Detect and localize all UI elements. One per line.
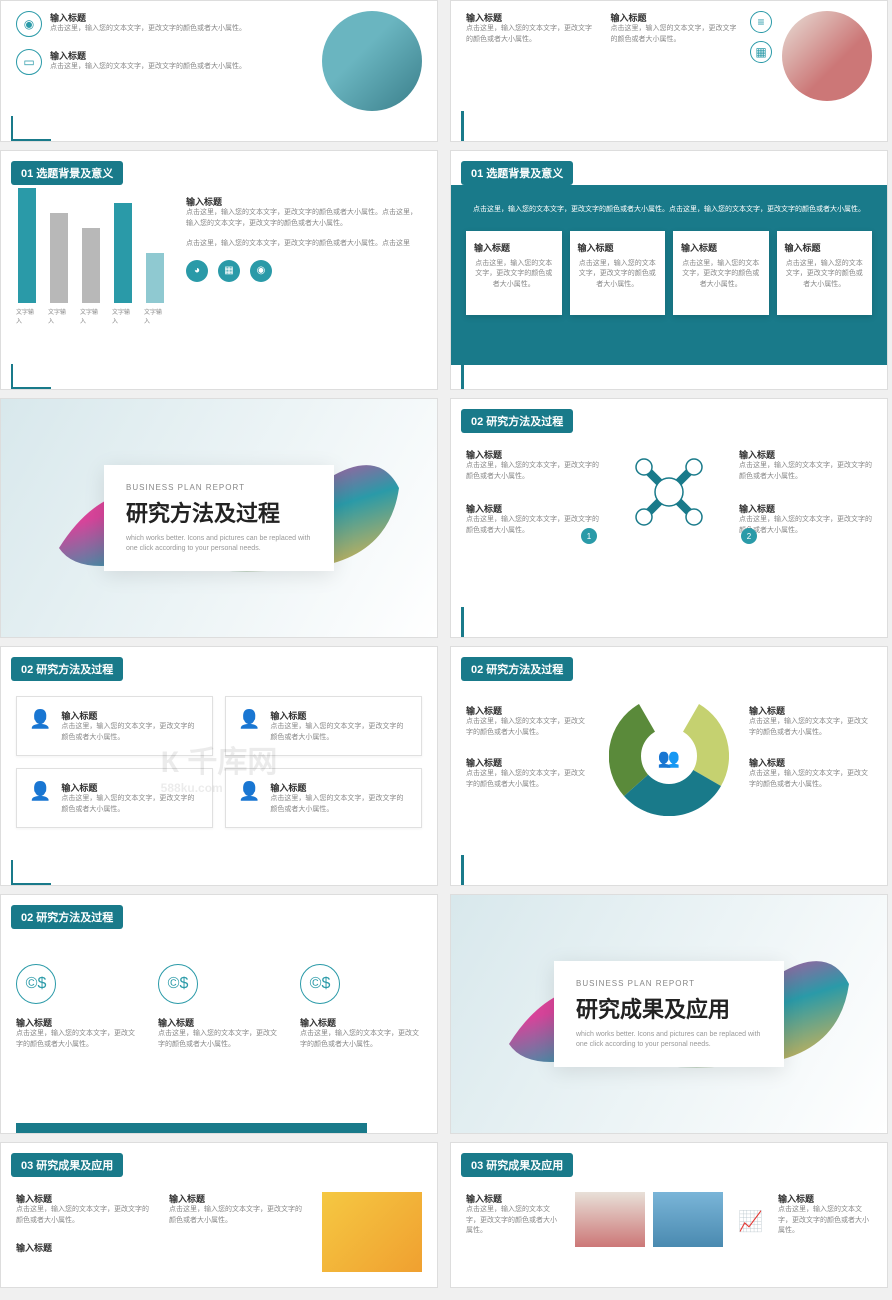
photo <box>322 1192 422 1272</box>
section-badge: 01 选题背景及意义 <box>11 161 123 185</box>
info-box: 👤输入标题点击这里，输入您的文本文字，更改文字的颜色或者大小属性。 <box>225 696 422 756</box>
photo <box>653 1192 723 1247</box>
circle-image <box>322 11 422 111</box>
chart-up-icon: 📈 <box>738 1209 763 1234</box>
slide-11: 03 研究成果及应用 输入标题点击这里，输入您的文本文字，更改文字的颜色或者大小… <box>0 1142 438 1288</box>
corner-mark <box>11 364 51 389</box>
person-icon: 👤 <box>238 781 260 815</box>
corner-mark <box>461 359 464 389</box>
number-badge: 1 <box>581 528 597 544</box>
section-badge: 02 研究方法及过程 <box>461 657 573 681</box>
item-title: 输入标题 <box>611 11 741 24</box>
person-icon: 👤 <box>29 709 51 743</box>
bar-chart: 文字输入 文字输入 文字输入 文字输入 文字输入 <box>16 195 166 325</box>
section-card: BUSINESS PLAN REPORT 研究方法及过程 which works… <box>104 465 334 572</box>
item-desc: 点击这里，输入您的文本文字，更改文字的颜色或者大小属性。 <box>50 62 246 73</box>
slide-3: 01 选题背景及意义 文字输入 文字输入 文字输入 文字输入 文字输入 输入标题… <box>0 150 438 390</box>
section-subtitle: BUSINESS PLAN REPORT <box>576 979 762 988</box>
section-badge: 02 研究方法及过程 <box>461 409 573 433</box>
item-desc: 点击这里，输入您的文本文字，更改文字的颜色或者大小属性。 <box>466 24 596 45</box>
corner-mark <box>11 860 51 885</box>
section-en: which works better. Icons and pictures c… <box>126 534 312 554</box>
item-title: 输入标题 <box>50 49 246 62</box>
slide-12: 03 研究成果及应用 输入标题点击这里，输入您的文本文字，更改文字的颜色或者大小… <box>450 1142 888 1288</box>
section-badge: 02 研究方法及过程 <box>11 905 123 929</box>
location-icon: ◉ <box>16 11 42 37</box>
gift-icon: ▦ <box>218 260 240 282</box>
item-desc: 点击这里，输入您的文本文字，更改文字的颜色或者大小属性。点击这里，输入您的文本文… <box>186 208 422 229</box>
number-badge: 2 <box>741 528 757 544</box>
svg-text:👥: 👥 <box>658 748 680 768</box>
card: 输入标题点击这里，输入您的文本文字，更改文字的颜色或者大小属性。 <box>673 231 769 316</box>
corner-mark <box>461 855 464 885</box>
info-box: 👤输入标题点击这里，输入您的文本文字，更改文字的颜色或者大小属性。 <box>225 768 422 828</box>
section-title: 研究方法及过程 <box>126 496 312 528</box>
item-title: 输入标题 <box>50 11 246 24</box>
corner-mark <box>461 111 464 141</box>
item-desc: 点击这里，输入您的文本文字，更改文字的颜色或者大小属性。 <box>611 24 741 45</box>
section-badge: 03 研究成果及应用 <box>11 1153 123 1177</box>
user-icon: ◉ <box>250 260 272 282</box>
slide-8: 02 研究方法及过程 输入标题点击这里，输入您的文本文字，更改文字的颜色或者大小… <box>450 646 888 886</box>
item-title: 输入标题 <box>186 195 422 208</box>
pie-icon: ◕ <box>186 260 208 282</box>
money-icon: ©$ <box>158 964 198 1004</box>
card: 输入标题点击这里，输入您的文本文字，更改文字的颜色或者大小属性。 <box>777 231 873 316</box>
info-box: 👤输入标题点击这里，输入您的文本文字，更改文字的颜色或者大小属性。 <box>16 768 213 828</box>
slide-2: 输入标题 点击这里，输入您的文本文字，更改文字的颜色或者大小属性。 输入标题 点… <box>450 0 888 142</box>
slide-grid: ◉ 输入标题 点击这里，输入您的文本文字，更改文字的颜色或者大小属性。 ▭ 输入… <box>0 0 892 1288</box>
slide-1: ◉ 输入标题 点击这里，输入您的文本文字，更改文字的颜色或者大小属性。 ▭ 输入… <box>0 0 438 142</box>
section-badge: 03 研究成果及应用 <box>461 1153 573 1177</box>
list-icon: ≡ <box>750 11 772 33</box>
x-diagram <box>624 447 714 537</box>
info-box: 👤输入标题点击这里，输入您的文本文字，更改文字的颜色或者大小属性。 <box>16 696 213 756</box>
slide-7: 02 研究方法及过程 👤输入标题点击这里，输入您的文本文字，更改文字的颜色或者大… <box>0 646 438 886</box>
section-subtitle: BUSINESS PLAN REPORT <box>126 483 312 492</box>
slide-9: 02 研究方法及过程 ©$输入标题点击这里，输入您的文本文字，更改文字的颜色或者… <box>0 894 438 1134</box>
section-badge: 01 选题背景及意义 <box>461 161 573 185</box>
corner-mark <box>461 607 464 637</box>
money-icon: ©$ <box>16 964 56 1004</box>
donut-chart: 👥 <box>609 696 729 816</box>
item-desc: 点击这里，输入您的文本文字，更改文字的颜色或者大小属性。 <box>50 24 246 35</box>
slide-4: 01 选题背景及意义 点击这里，输入您的文本文字，更改文字的颜色或者大小属性。点… <box>450 150 888 390</box>
item-desc: 点击这里，输入您的文本文字，更改文字的颜色或者大小属性。点击这里 <box>186 239 422 250</box>
person-icon: 👤 <box>29 781 51 815</box>
section-title: 研究成果及应用 <box>576 992 762 1024</box>
card: 输入标题点击这里，输入您的文本文字，更改文字的颜色或者大小属性。 <box>466 231 562 316</box>
section-en: which works better. Icons and pictures c… <box>576 1030 762 1050</box>
slide-10-section: BUSINESS PLAN REPORT 研究成果及应用 which works… <box>450 894 888 1134</box>
photo <box>575 1192 645 1247</box>
section-badge: 02 研究方法及过程 <box>11 657 123 681</box>
calendar-icon: ▦ <box>750 41 772 63</box>
circle-image <box>782 11 872 101</box>
money-icon: ©$ <box>300 964 340 1004</box>
item-title: 输入标题 <box>466 11 596 24</box>
header-desc: 点击这里，输入您的文本文字，更改文字的颜色或者大小属性。点击这里，输入您的文本文… <box>466 205 872 216</box>
wallet-icon: ▭ <box>16 49 42 75</box>
card: 输入标题点击这里，输入您的文本文字，更改文字的颜色或者大小属性。 <box>570 231 666 316</box>
slide-6: 02 研究方法及过程 输入标题点击这里，输入您的文本文字，更改文字的颜色或者大小… <box>450 398 888 638</box>
bottom-bar <box>16 1123 367 1133</box>
person-icon: 👤 <box>238 709 260 743</box>
slide-5-section: BUSINESS PLAN REPORT 研究方法及过程 which works… <box>0 398 438 638</box>
corner-mark <box>11 116 51 141</box>
section-card: BUSINESS PLAN REPORT 研究成果及应用 which works… <box>554 961 784 1068</box>
